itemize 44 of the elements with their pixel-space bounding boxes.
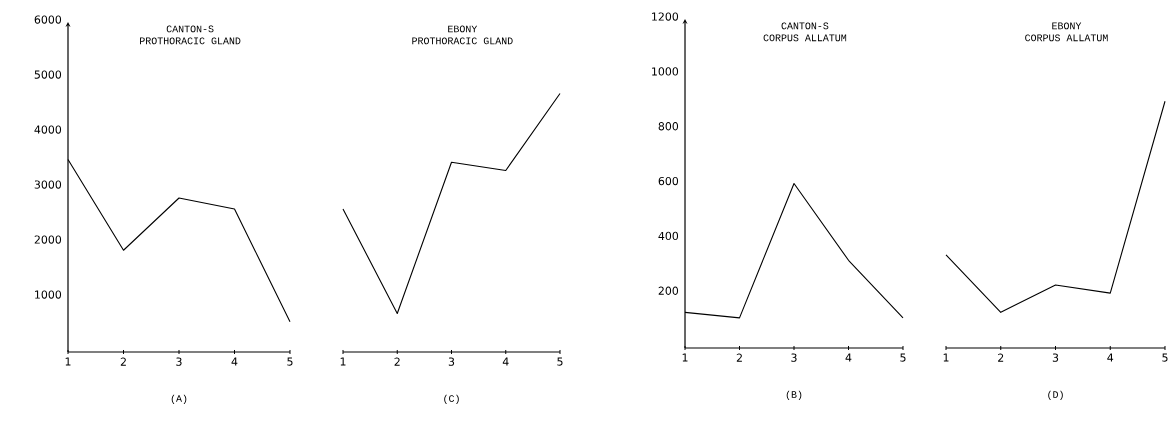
x-tick-label: 3 xyxy=(176,357,182,366)
x-tick-label: 2 xyxy=(394,357,400,366)
x-tick-label: 3 xyxy=(791,353,797,362)
y-tick-label: 200 xyxy=(658,286,679,295)
y-tick-label: 2000 xyxy=(34,235,62,244)
y-tick-label: 1000 xyxy=(652,67,679,76)
x-tick-label: 1 xyxy=(340,357,346,366)
x-tick-label: 5 xyxy=(287,357,293,366)
y-tick-label: 5000 xyxy=(34,70,62,79)
chart-title: CANTON-S xyxy=(166,25,214,33)
y-tick-label: 600 xyxy=(658,176,679,186)
x-axis-title: (C) xyxy=(444,394,459,404)
x-axis-title: (D) xyxy=(1048,390,1063,400)
x-tick-label: 4 xyxy=(845,353,852,362)
x-tick-label: 4 xyxy=(502,357,509,366)
x-tick-label: 2 xyxy=(120,357,126,366)
y-tick-label: 800 xyxy=(658,122,679,131)
x-axis-title: (A) xyxy=(171,394,187,404)
chart-title: EBONY xyxy=(448,25,478,33)
text: PROTHORACIC GLAND xyxy=(412,37,513,45)
text: PROTHORACIC GLAND xyxy=(140,37,241,45)
x-tick-label: 2 xyxy=(736,353,742,362)
y-tick-label: 6000 xyxy=(34,15,62,24)
text: CORPUS ALLATUM xyxy=(1025,34,1108,42)
y-tick-label: 3000 xyxy=(34,180,62,189)
x-tick-label: 2 xyxy=(998,353,1004,362)
x-tick-label: 4 xyxy=(231,357,238,366)
x-tick-label: 4 xyxy=(1107,353,1114,362)
text: CORPUS ALLATUM xyxy=(763,34,847,42)
x-tick-label: 1 xyxy=(682,353,688,362)
y-tick-label: 4000 xyxy=(34,125,62,134)
chart-title: CANTON-S xyxy=(781,22,829,30)
x-tick-label: 1 xyxy=(943,353,949,362)
y-tick-label: 1000 xyxy=(35,290,62,299)
y-tick-label: 1200 xyxy=(652,12,679,21)
y-tick-label: 400 xyxy=(658,231,679,241)
x-tick-label: 1 xyxy=(65,357,71,366)
x-axis-title: (B) xyxy=(786,390,802,400)
x-tick-label: 5 xyxy=(557,357,563,366)
x-tick-label: 3 xyxy=(448,357,455,366)
x-tick-label: 5 xyxy=(900,353,906,362)
chart-title: EBONY xyxy=(1052,22,1082,30)
x-tick-label: 5 xyxy=(1162,353,1168,362)
x-tick-label: 3 xyxy=(1052,353,1059,362)
